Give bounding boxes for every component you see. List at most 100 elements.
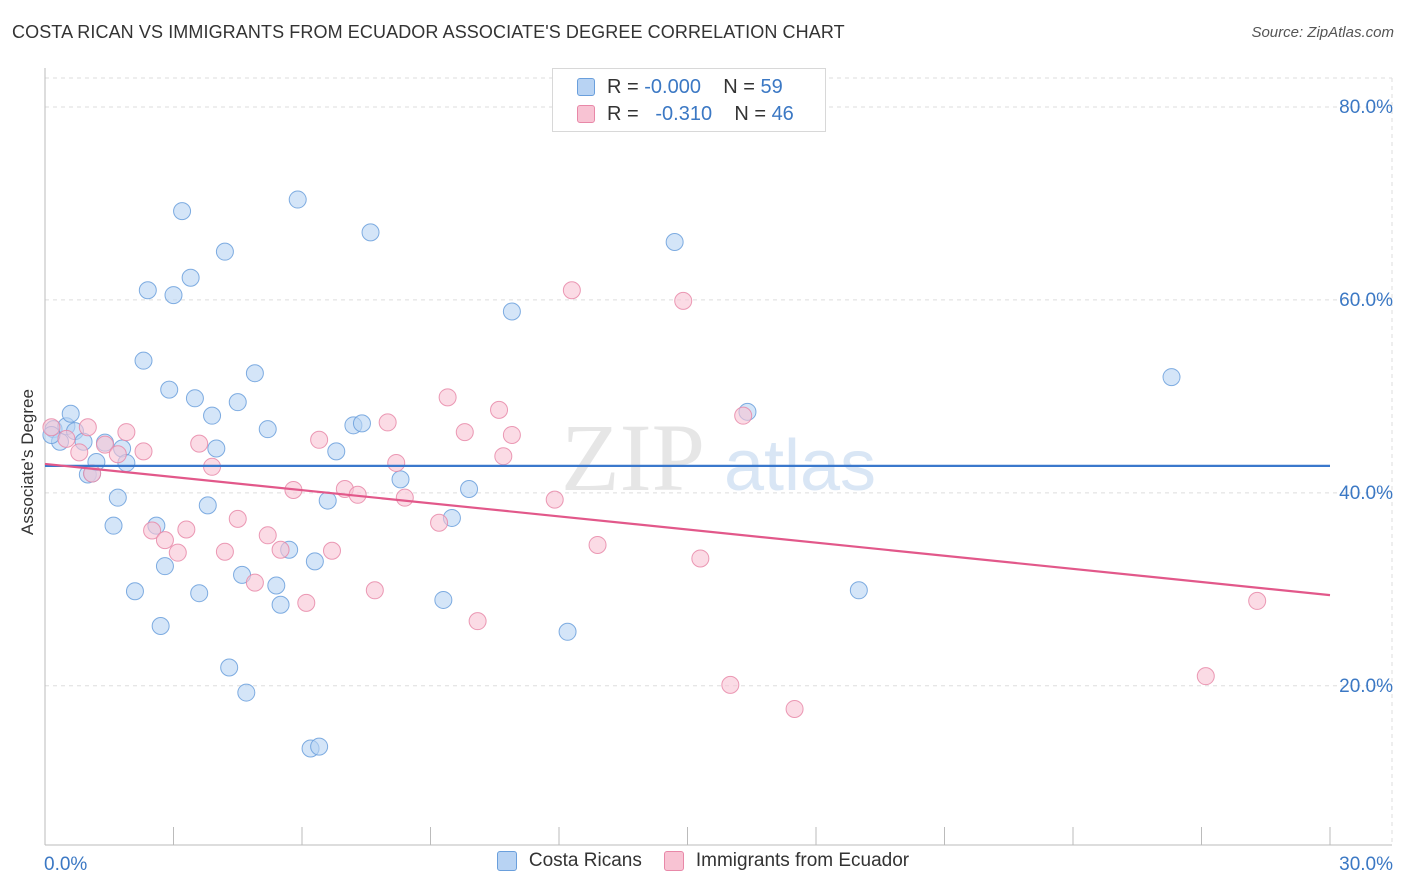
costa-rican-point [267, 576, 286, 595]
ecuador-point [1196, 667, 1215, 686]
ecuador-point [42, 418, 61, 437]
costa-rican-point [215, 242, 234, 261]
legend-n-value: 46 [771, 102, 794, 125]
ecuador-point [502, 425, 521, 444]
costa-rican-point [460, 479, 479, 498]
costa-rican-point [125, 582, 144, 601]
costa-rican-point [190, 584, 209, 603]
ecuador-point [190, 434, 209, 453]
ecuador-point [143, 521, 162, 540]
ecuador-trend-line [44, 462, 1331, 597]
ecuador-point [215, 542, 234, 561]
costa-rican-point [198, 496, 217, 515]
ecuador-point [78, 418, 97, 437]
costa-rican-point [203, 406, 222, 425]
ecuador-point [785, 699, 804, 718]
costa-rican-point [391, 470, 410, 489]
costa-rican-point [318, 491, 337, 510]
ecuador-point [108, 445, 127, 464]
costa-rican-point [108, 488, 127, 507]
legend-r-value: -0.000 [644, 75, 701, 98]
legend-label-costa-ricans: Costa Ricans [528, 850, 642, 871]
costa-rican-point [305, 552, 324, 571]
ecuador-point [691, 549, 710, 568]
ecuador-point [245, 573, 264, 592]
series-legend: Costa Ricans Immigrants from Ecuador [0, 850, 1406, 872]
ecuador-point [734, 406, 753, 425]
costa-rican-point [271, 595, 290, 614]
costa-rican-point [327, 442, 346, 461]
costa-rican-point [665, 233, 684, 252]
stats-legend: R = -0.000 N = 59 R = -0.310 N = 46 [552, 68, 826, 132]
legend-swatch-ecuador [577, 105, 595, 123]
ecuador-point [545, 490, 564, 509]
ecuador-point [134, 442, 153, 461]
costa-rican-point [237, 683, 256, 702]
costa-rican-point [558, 622, 577, 641]
legend-item-ecuador: Immigrants from Ecuador [663, 850, 909, 872]
legend-swatch-costa-ricans [577, 78, 595, 96]
costa-rican-point [155, 557, 174, 576]
legend-item-costa-ricans: Costa Ricans [496, 850, 642, 872]
ecuador-point [674, 291, 693, 310]
ecuador-point [562, 281, 581, 300]
costa-rican-point [61, 404, 80, 423]
ecuador-point [1248, 591, 1267, 610]
ecuador-point [387, 453, 406, 472]
ecuador-point [378, 413, 397, 432]
costa-rican-point [181, 268, 200, 287]
costa-rican-point [185, 389, 204, 408]
costa-rican-point [164, 286, 183, 305]
costa-rican-point [151, 616, 170, 635]
ecuador-point [365, 581, 384, 600]
ecuador-point [310, 430, 329, 449]
watermark-zip: ZIP [561, 404, 705, 511]
legend-n-label: N = [723, 75, 755, 98]
legend-r-label: R = [607, 102, 639, 125]
costa-rican-point [502, 302, 521, 321]
costa-rican-point [310, 737, 329, 756]
ecuador-point [395, 488, 414, 507]
costa-rican-point [138, 281, 157, 300]
costa-rican-point [1162, 368, 1181, 387]
ecuador-point [168, 543, 187, 562]
costa-rican-point [352, 414, 371, 433]
costa-rican-point [228, 393, 247, 412]
ecuador-point [117, 423, 136, 442]
ecuador-point [438, 388, 457, 407]
costa-rican-point [207, 439, 226, 458]
y-tick-label: 80.0% [1339, 97, 1393, 118]
ecuador-point [588, 535, 607, 554]
ecuador-point [57, 429, 76, 448]
legend-r-value: -0.310 [655, 102, 713, 125]
legend-n-value: 59 [760, 75, 783, 98]
y-tick-label: 20.0% [1339, 676, 1393, 697]
ecuador-point [455, 423, 474, 442]
chart-title: COSTA RICAN VS IMMIGRANTS FROM ECUADOR A… [12, 22, 845, 42]
source-label: Source: ZipAtlas.com [1251, 24, 1394, 41]
x-tick-label: 0.0% [44, 854, 87, 875]
ecuador-point [490, 400, 509, 419]
legend-n-label: N = [734, 102, 766, 125]
ecuador-point [468, 612, 487, 631]
costa-rican-point [849, 581, 868, 600]
x-tick-label: 30.0% [1339, 854, 1393, 875]
ecuador-point [155, 531, 174, 550]
legend-row-ecuador: R = -0.310 N = 46 [577, 101, 794, 127]
costa-rican-point [104, 516, 123, 535]
costa-rican-point [220, 658, 239, 677]
y-tick-label: 60.0% [1339, 290, 1393, 311]
ecuador-point [721, 675, 740, 694]
costa-rican-point [288, 190, 307, 209]
ecuador-point [271, 540, 290, 559]
ecuador-point [430, 513, 449, 532]
legend-swatch-costa-ricans [496, 851, 517, 871]
ecuador-point [322, 541, 341, 560]
costa-rican-point [160, 380, 179, 399]
legend-row-costa-ricans: R = -0.000 N = 59 [577, 74, 783, 100]
ecuador-point [70, 443, 89, 462]
costa-rican-point [134, 351, 153, 370]
ecuador-point [177, 520, 196, 539]
legend-r-label: R = [607, 75, 639, 98]
